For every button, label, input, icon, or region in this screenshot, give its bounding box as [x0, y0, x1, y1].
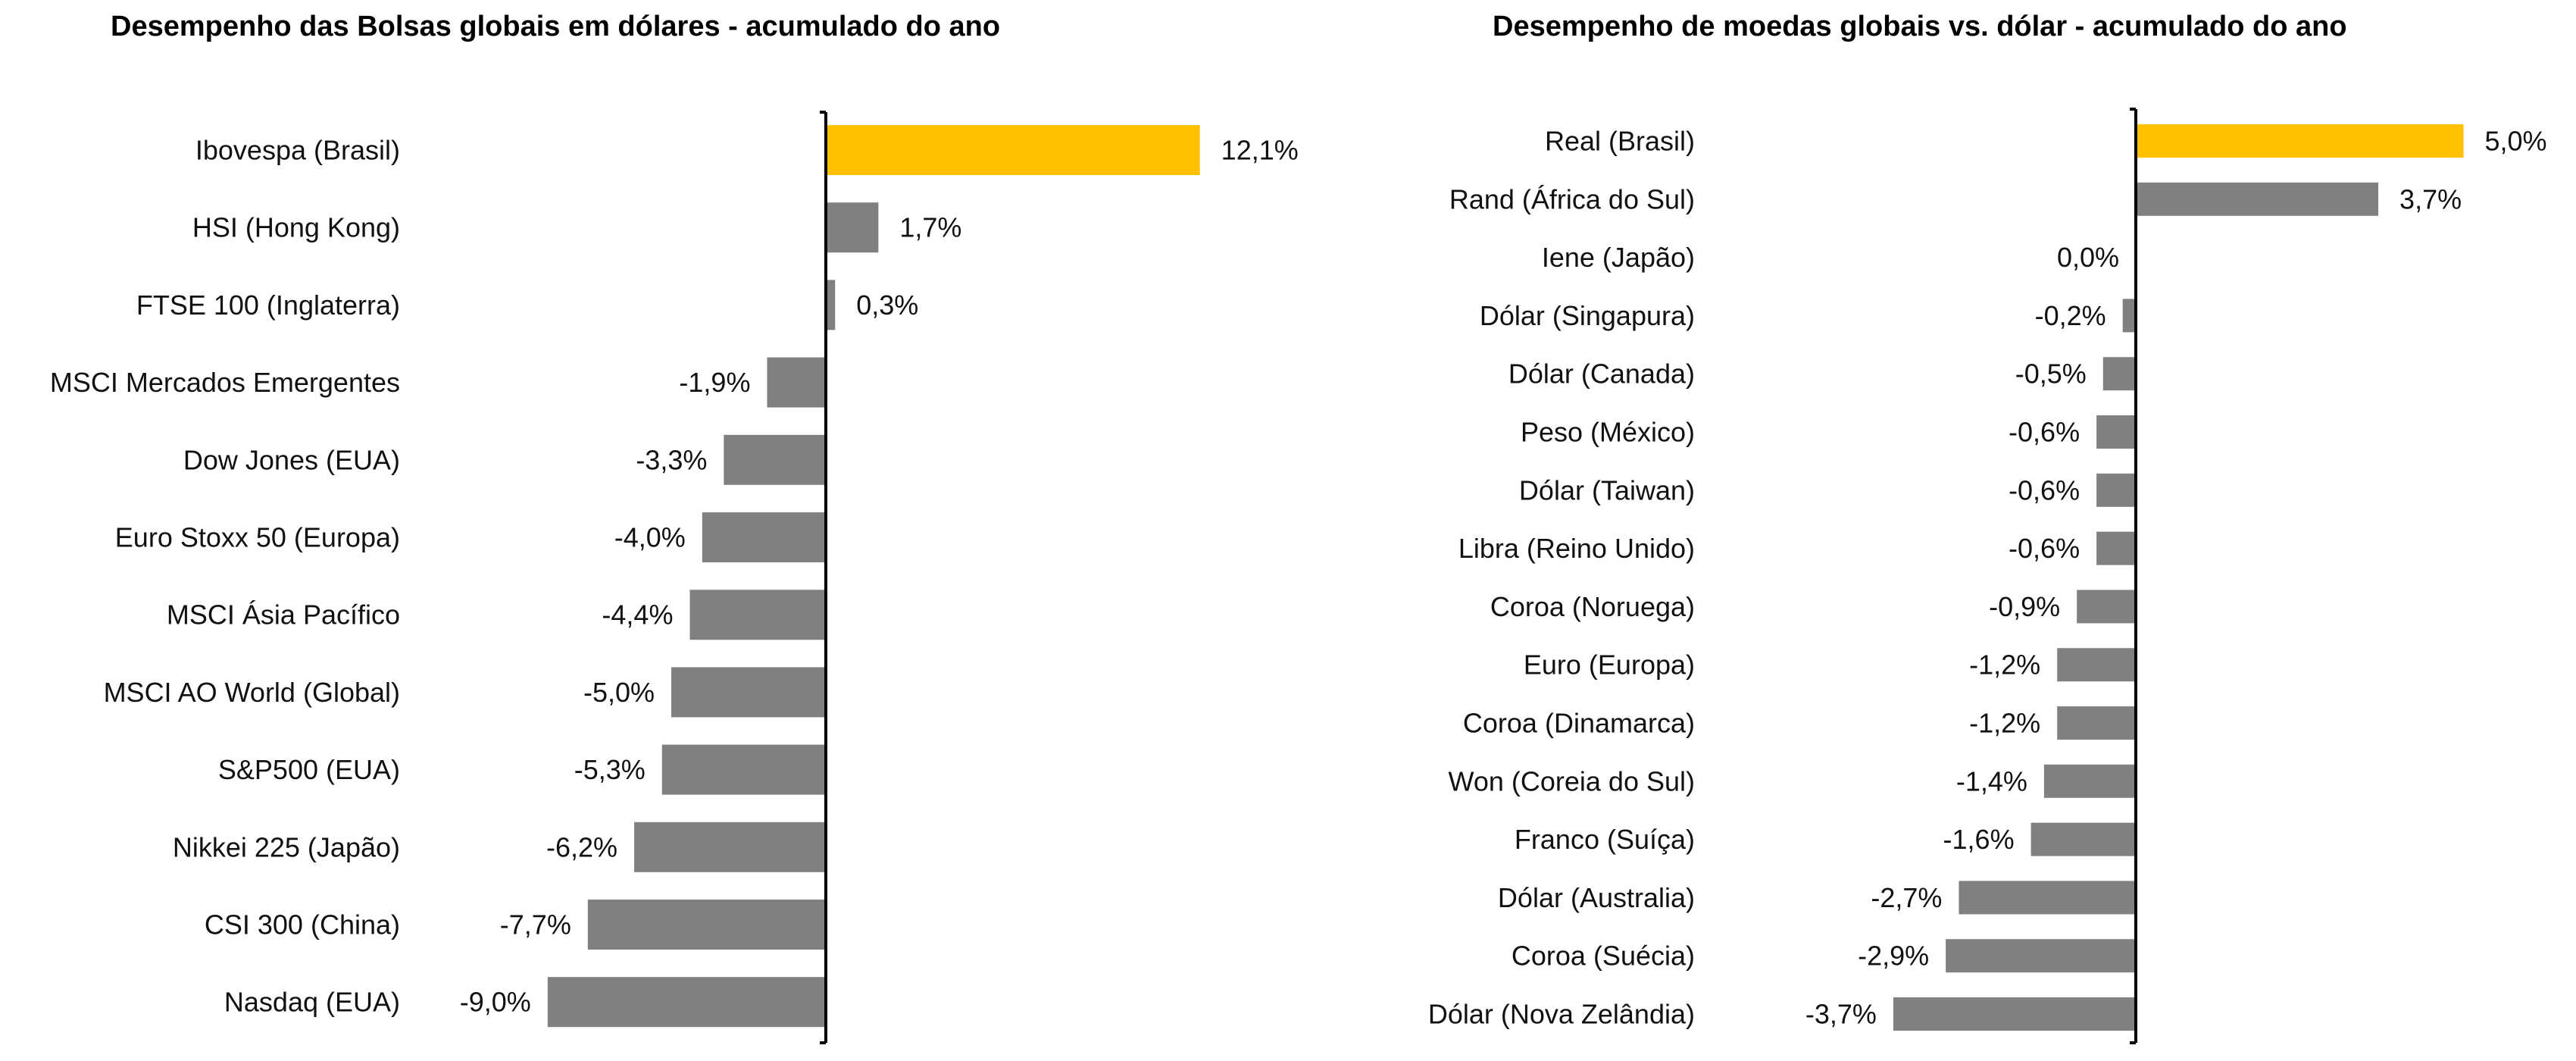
currency-category-label: Won (Coreia do Sul) — [1449, 765, 1695, 797]
equity-value-label: -4,0% — [614, 522, 686, 553]
currency-bar — [2030, 822, 2136, 856]
currency-value-label: -3,7% — [1805, 999, 1877, 1030]
currency-bar — [2122, 299, 2136, 333]
currency-bar — [1893, 997, 2136, 1031]
currency-category-label: Dólar (Singapura) — [1480, 300, 1695, 331]
currency-bar — [2136, 182, 2379, 216]
currency-bar — [2096, 473, 2136, 507]
currency-value-label: -2,7% — [1871, 882, 1942, 913]
currency-bar — [2102, 357, 2136, 391]
equity-bar — [724, 434, 826, 485]
currency-bar-chart: Real (Brasil) 5,0% Rand (África do Sul) 3,7… — [1428, 108, 2547, 1044]
currency-value-label: -0,6% — [2009, 417, 2080, 448]
currency-category-label: Libra (Reino Unido) — [1458, 533, 1695, 564]
equity-bar — [671, 667, 826, 718]
currency-category-label: Iene (Japão) — [1542, 242, 1695, 273]
equity-bar — [689, 590, 826, 640]
equity-category-label: MSCI Mercados Emergentes — [50, 367, 400, 398]
equity-value-label: -6,2% — [546, 831, 617, 862]
equity-value-label: 0,3% — [856, 290, 918, 321]
currency-category-label: Coroa (Noruega) — [1490, 591, 1695, 622]
currency-category-label: Coroa (Dinamarca) — [1463, 708, 1695, 739]
currency-value-label: -0,9% — [1989, 591, 2060, 622]
equity-category-label: Dow Jones (EUA) — [183, 444, 400, 475]
equity-category-label: MSCI Ásia Pacífico — [167, 599, 400, 631]
equity-bar — [826, 202, 879, 253]
currency-bar — [1946, 939, 2136, 973]
equity-category-label: CSI 300 (China) — [205, 909, 400, 941]
equity-category-label: S&P500 (EUA) — [218, 754, 400, 785]
currency-bar — [2077, 590, 2136, 624]
currency-bar — [2096, 531, 2136, 565]
equity-value-label: -4,4% — [602, 599, 673, 631]
currency-value-label: -0,6% — [2009, 474, 2080, 505]
equity-bar — [826, 280, 836, 330]
equity-bar — [587, 900, 826, 950]
currency-value-label: 0,0% — [2057, 242, 2119, 273]
equity-value-label: 12,1% — [1221, 135, 1299, 166]
equity-category-label: Nikkei 225 (Japão) — [173, 831, 400, 862]
currency-value-label: 5,0% — [2485, 126, 2547, 157]
currency-value-label: -1,2% — [1969, 708, 2040, 739]
currency-value-label: 3,7% — [2399, 183, 2462, 214]
currency-bar — [2057, 648, 2136, 682]
currency-bar — [2096, 415, 2136, 449]
equity-category-label: Ibovespa (Brasil) — [195, 135, 400, 166]
equity-value-label: -5,0% — [583, 677, 655, 708]
currency-category-label: Dólar (Taiwan) — [1519, 474, 1695, 505]
currency-value-label: -0,6% — [2009, 533, 2080, 564]
currency-category-label: Real (Brasil) — [1545, 126, 1695, 157]
currency-chart-panel: Desempenho de moedas globais vs. dólar -… — [1288, 0, 2576, 1061]
currency-value-label: -1,2% — [1969, 649, 2040, 681]
equity-bar — [634, 822, 826, 872]
equity-category-label: Euro Stoxx 50 (Europa) — [115, 522, 400, 553]
equity-bar — [661, 744, 826, 795]
equity-chart-panel: Desempenho das Bolsas globais em dólares… — [50, 11, 1299, 1044]
currency-chart-title: Desempenho de moedas globais vs. dólar -… — [1493, 11, 2347, 42]
equity-bar — [547, 977, 826, 1028]
currency-category-label: Coroa (Suécia) — [1512, 941, 1695, 972]
currency-category-label: Peso (México) — [1521, 417, 1695, 448]
currency-value-label: -2,9% — [1858, 941, 1929, 972]
currency-category-label: Dólar (Australia) — [1498, 882, 1695, 913]
currency-bar — [2043, 764, 2136, 798]
equity-category-label: HSI (Hong Kong) — [192, 212, 400, 243]
equity-category-label: Nasdaq (EUA) — [224, 987, 400, 1018]
equity-bar — [702, 512, 826, 562]
currency-bar — [1959, 881, 2136, 915]
currency-category-label: Dólar (Canada) — [1508, 358, 1695, 390]
equity-category-label: FTSE 100 (Inglaterra) — [136, 290, 400, 321]
currency-bar — [2057, 706, 2136, 740]
currency-category-label: Dólar (Nova Zelândia) — [1428, 999, 1695, 1030]
currency-value-label: -0,2% — [2035, 300, 2106, 331]
equity-chart-title: Desempenho das Bolsas globais em dólares… — [111, 11, 1001, 42]
equity-value-label: 1,7% — [899, 212, 961, 243]
equity-bar-chart: Ibovespa (Brasil) 12,1% HSI (Hong Kong) 1,7… — [50, 111, 1299, 1044]
equity-value-label: -1,9% — [679, 367, 750, 398]
equity-bar — [826, 125, 1200, 175]
currency-value-label: -1,6% — [1943, 824, 2015, 855]
equity-bar — [767, 357, 826, 408]
equity-value-label: -9,0% — [460, 987, 531, 1018]
currency-category-label: Rand (África do Sul) — [1449, 183, 1695, 214]
equity-category-label: MSCI AO World (Global) — [104, 677, 400, 708]
currency-category-label: Franco (Suíça) — [1515, 824, 1695, 855]
equity-value-label: -3,3% — [636, 444, 707, 475]
equity-value-label: -5,3% — [574, 754, 646, 785]
currency-category-label: Euro (Europa) — [1524, 649, 1695, 681]
currency-value-label: -0,5% — [2015, 358, 2087, 390]
currency-bar — [2136, 124, 2464, 158]
equity-value-label: -7,7% — [500, 909, 571, 941]
currency-value-label: -1,4% — [1956, 765, 2027, 797]
